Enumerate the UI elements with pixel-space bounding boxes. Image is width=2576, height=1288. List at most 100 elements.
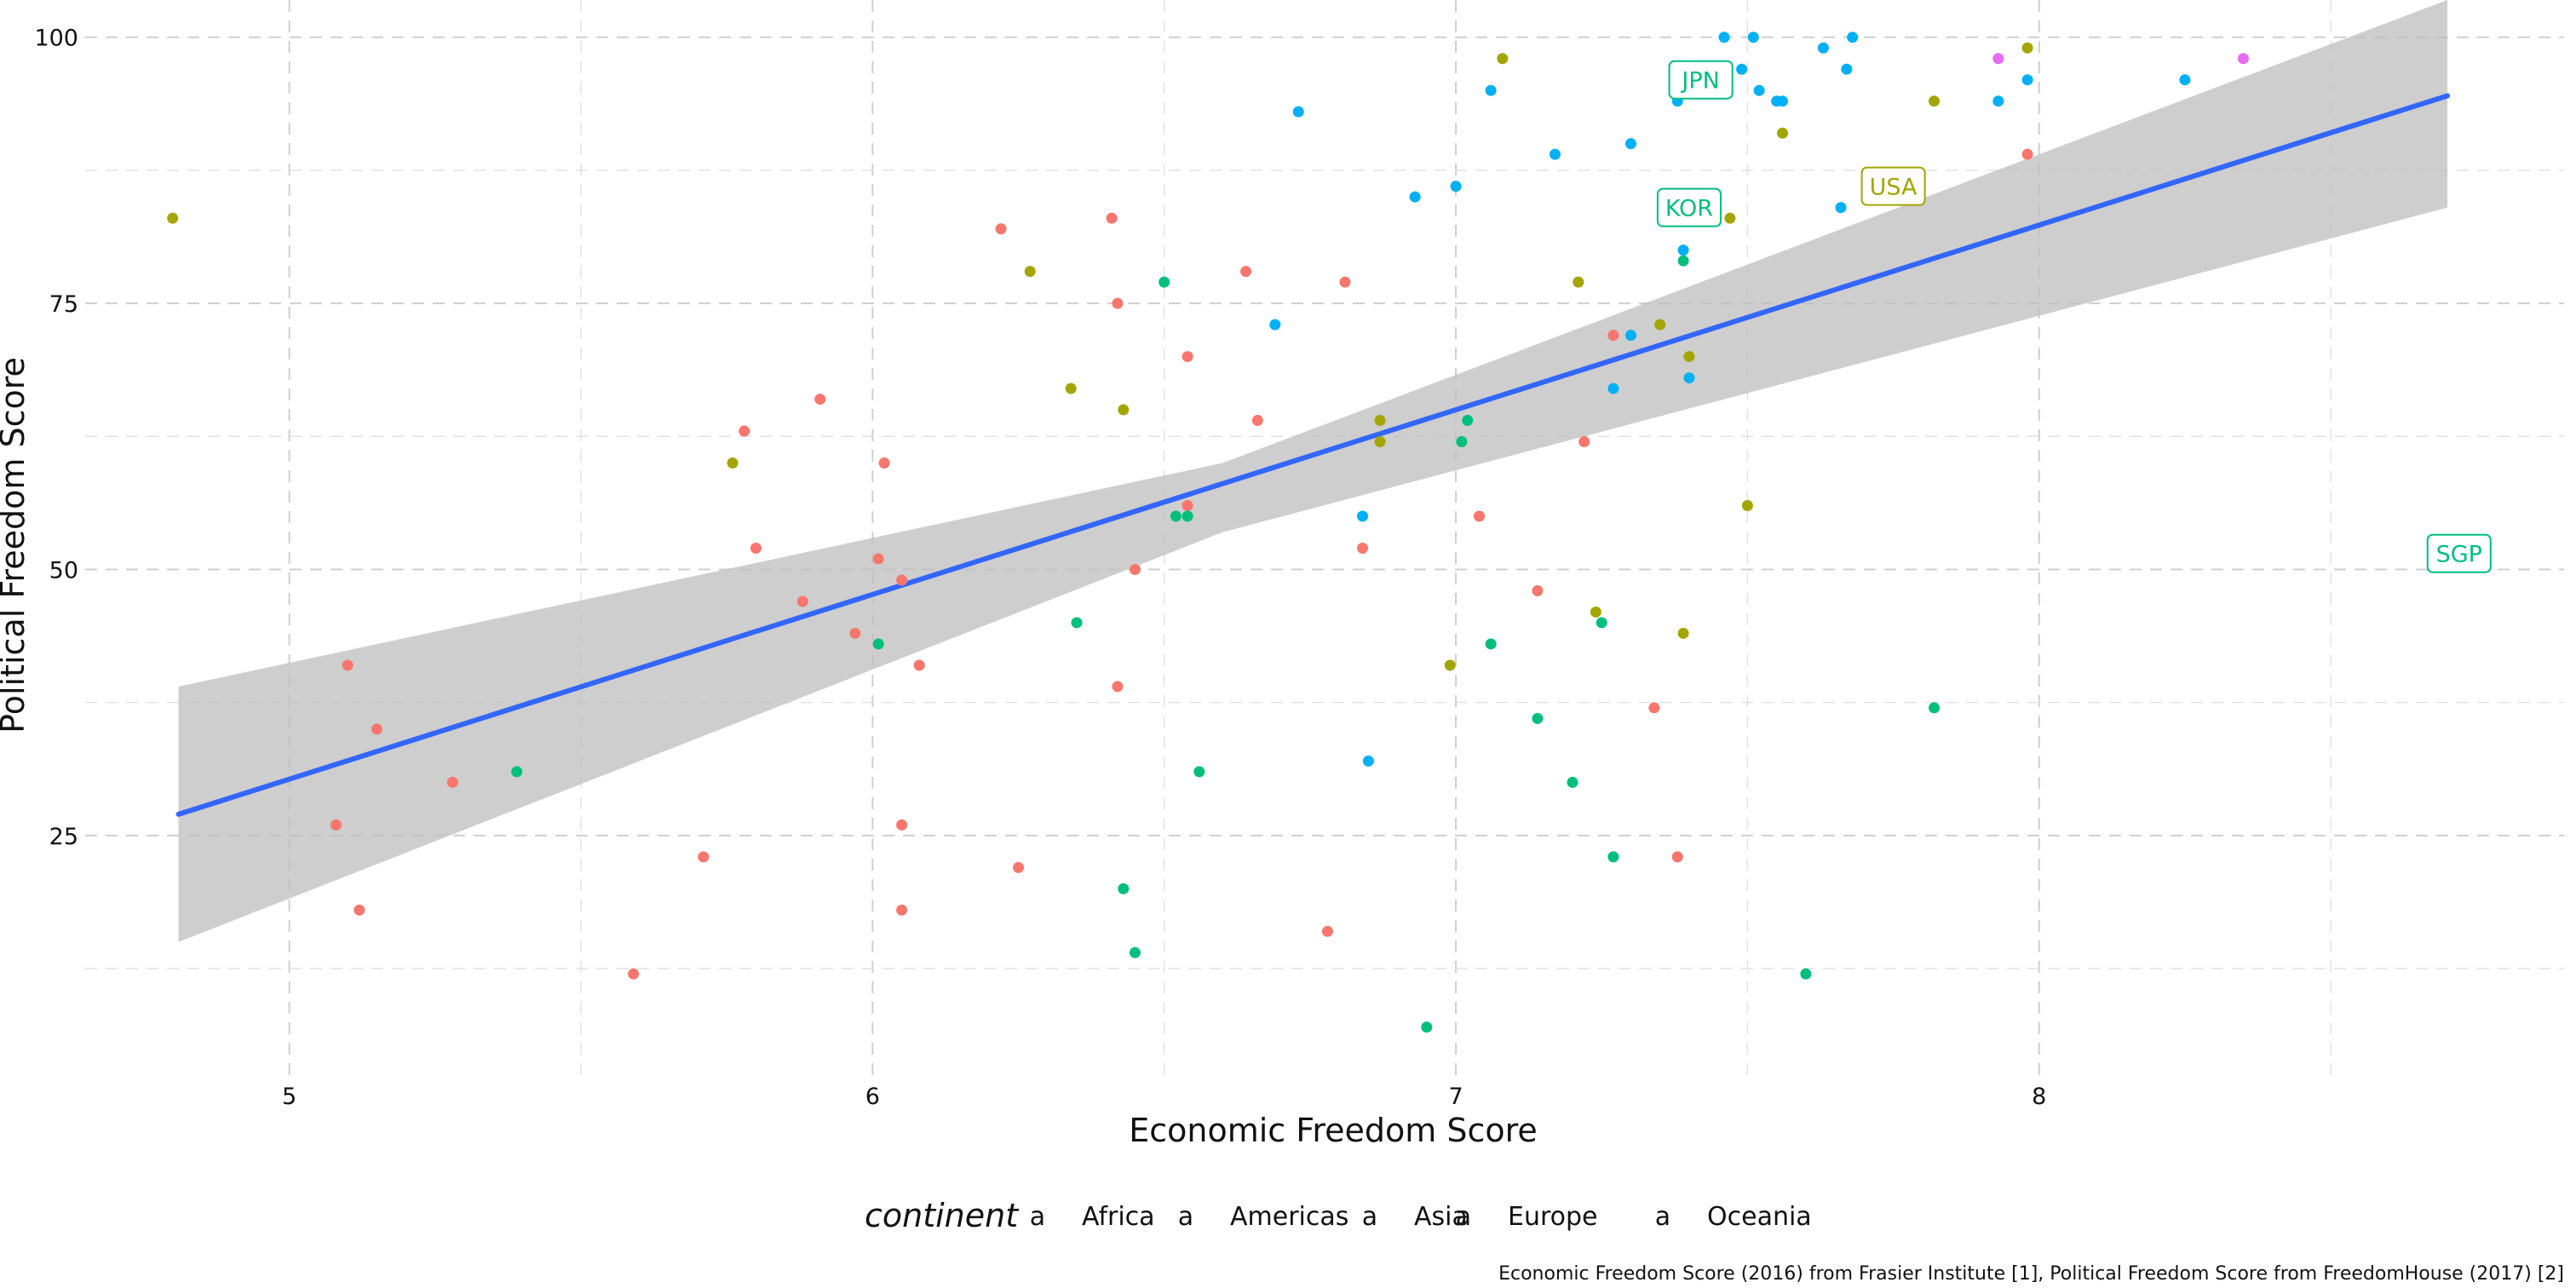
point-asia xyxy=(1170,510,1182,522)
label-kor: KOR xyxy=(1656,187,1722,227)
legend-label: Asia xyxy=(1414,1202,1468,1232)
point-europe xyxy=(1776,95,1788,107)
legend-item-americas: a Americas xyxy=(1178,1202,1349,1232)
legend-label: Africa xyxy=(1082,1202,1155,1232)
point-asia xyxy=(1159,276,1170,288)
legend-key: a xyxy=(1178,1202,1193,1232)
caption: Economic Freedom Score (2016) from Frasi… xyxy=(1498,1263,2564,1285)
point-americas xyxy=(1590,606,1601,618)
label-box xyxy=(1668,60,1734,100)
point-africa xyxy=(698,851,710,863)
point-asia xyxy=(1182,510,1193,522)
point-europe xyxy=(1817,42,1829,54)
point-americas xyxy=(1654,319,1666,331)
point-americas xyxy=(1677,627,1689,639)
legend-item-africa: a Africa xyxy=(1030,1202,1155,1232)
point-africa xyxy=(796,595,808,607)
point-africa xyxy=(628,968,640,980)
point-africa xyxy=(1013,861,1025,873)
x-tick-label: 8 xyxy=(2032,1084,2046,1110)
point-europe xyxy=(1357,510,1369,522)
point-africa xyxy=(1112,297,1124,309)
point-africa xyxy=(1251,415,1263,427)
label-usa: USA xyxy=(1860,166,1926,206)
country-labels: JPN KOR USA SGP xyxy=(1656,60,2492,573)
label-jpn: JPN xyxy=(1668,60,1734,100)
x-axis-title: Economic Freedom Score xyxy=(1129,1112,1538,1149)
point-africa xyxy=(913,659,925,671)
point-americas xyxy=(1024,266,1036,278)
point-africa xyxy=(1321,925,1333,937)
point-europe xyxy=(1753,84,1765,96)
data-points xyxy=(167,32,2249,1033)
point-africa xyxy=(872,553,884,565)
point-americas xyxy=(1573,276,1584,288)
point-americas xyxy=(1741,500,1753,512)
point-africa xyxy=(1240,266,1252,278)
point-europe xyxy=(1992,95,2004,107)
point-americas xyxy=(1374,436,1386,448)
point-africa xyxy=(354,904,365,916)
point-americas xyxy=(1929,95,1941,107)
point-africa xyxy=(849,627,861,639)
point-africa xyxy=(1129,563,1141,575)
point-europe xyxy=(1683,372,1695,384)
point-oceania xyxy=(1992,53,2004,65)
legend-item-asia: a Asia xyxy=(1362,1202,1468,1232)
point-americas xyxy=(1776,127,1788,139)
legend-key: a xyxy=(1655,1202,1670,1232)
trend-line xyxy=(175,93,2451,817)
point-europe xyxy=(2179,74,2191,86)
y-tick-label: 25 xyxy=(49,824,78,850)
point-africa xyxy=(1357,542,1369,554)
point-africa xyxy=(1532,584,1544,596)
point-africa xyxy=(1578,436,1590,448)
legend-title: continent xyxy=(865,1197,1020,1234)
point-asia xyxy=(1421,1021,1433,1033)
legend-key: a xyxy=(1030,1202,1045,1232)
point-europe xyxy=(1409,191,1421,203)
point-europe xyxy=(1736,63,1748,75)
point-asia xyxy=(1567,776,1578,788)
point-africa xyxy=(1182,500,1193,512)
x-tick-label: 5 xyxy=(282,1084,296,1110)
point-africa xyxy=(739,425,750,437)
point-asia xyxy=(1800,968,1812,980)
point-asia xyxy=(1118,883,1130,894)
point-africa xyxy=(1112,681,1124,693)
point-europe xyxy=(1450,181,1462,193)
point-africa xyxy=(1106,212,1118,224)
point-africa xyxy=(1607,330,1619,342)
y-axis-title: Political Freedom Score xyxy=(0,357,32,733)
point-europe xyxy=(1607,382,1619,394)
legend-label: Europe xyxy=(1508,1202,1598,1232)
point-africa xyxy=(330,819,342,831)
point-africa xyxy=(878,457,890,469)
label-text: JPN xyxy=(1680,68,1719,95)
point-asia xyxy=(1607,851,1619,863)
confidence-ribbon xyxy=(178,0,2448,942)
point-europe xyxy=(1549,148,1561,160)
point-americas xyxy=(1444,659,1456,671)
point-africa xyxy=(2021,148,2033,160)
legend-key: a xyxy=(1362,1202,1377,1232)
point-africa xyxy=(1648,702,1660,714)
label-text: KOR xyxy=(1665,196,1713,222)
legend-label: Americas xyxy=(1230,1202,1348,1232)
confidence-band xyxy=(178,0,2448,942)
point-europe xyxy=(1677,244,1689,256)
point-americas xyxy=(1724,212,1736,224)
legend-item-oceania: a Oceania xyxy=(1655,1202,1812,1232)
point-europe xyxy=(2021,74,2033,86)
point-asia xyxy=(1456,436,1468,448)
label-text: USA xyxy=(1870,175,1918,201)
y-tick-label: 75 xyxy=(49,291,78,318)
point-asia xyxy=(1071,617,1083,629)
trend-line-group xyxy=(175,93,2451,817)
point-africa xyxy=(342,659,354,671)
point-oceania xyxy=(2237,53,2249,65)
point-africa xyxy=(1339,276,1351,288)
point-asia xyxy=(1193,766,1205,778)
point-africa xyxy=(446,776,458,788)
label-text: SGP xyxy=(2436,542,2482,568)
